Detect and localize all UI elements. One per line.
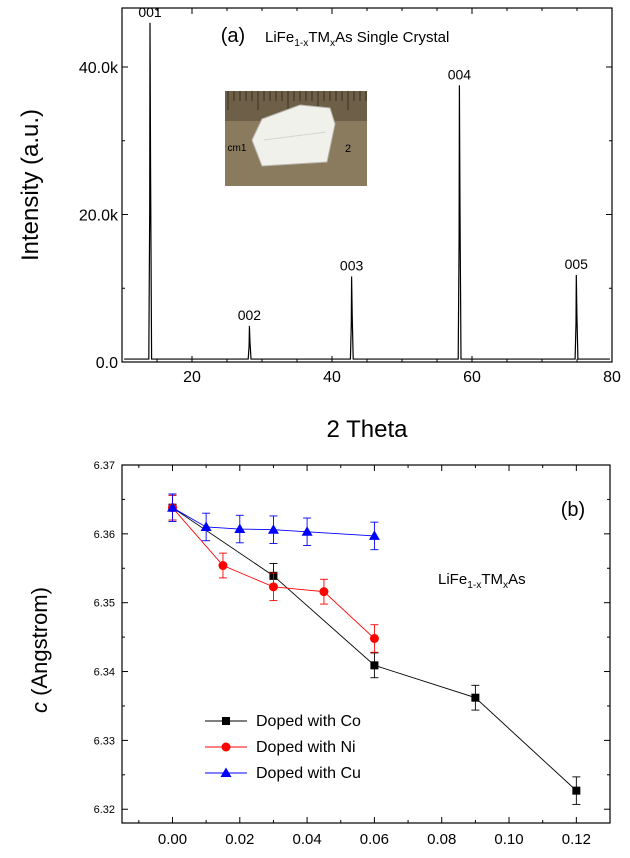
legend-label: Doped with Ni [256, 739, 356, 756]
b-y-tick-label: 6.37 [94, 460, 115, 472]
b-y-axis-label-symbol: c [27, 702, 52, 713]
chart-a-title-part: LiFe [265, 29, 294, 46]
data-point [267, 524, 279, 534]
legend-label: Doped with Cu [256, 765, 361, 782]
b-x-tick-label: 0.08 [427, 831, 456, 848]
data-point [166, 502, 178, 512]
b-y-axis-label-unit: (Angstrom) [27, 587, 52, 702]
legend: Doped with Co Doped with Ni Doped with Cu [205, 713, 361, 782]
chart-a-title-part: x [330, 38, 335, 49]
inset-crystal [251, 104, 336, 167]
data-point [572, 786, 581, 795]
data-point [368, 530, 380, 540]
peak-label: 002 [238, 307, 262, 323]
b-y-tick-label: 6.33 [94, 735, 115, 747]
chart-a-title: LiFe1-xTMxAs Single Crystal [265, 29, 449, 49]
chart-a-title-part: 1-x [294, 38, 308, 49]
legend-label: Doped with Co [256, 713, 361, 730]
chart-b-annotation-part: As [508, 571, 526, 588]
b-y-tick-label: 6.35 [94, 598, 115, 610]
data-point [471, 693, 480, 702]
b-x-tick-label: 0.00 [158, 831, 187, 848]
data-point [218, 561, 228, 571]
inset-photo: cm1 2 [225, 91, 367, 186]
chart-a-title-part: TM [308, 29, 330, 46]
data-point [301, 526, 313, 536]
y-axis-label: Intensity (a.u.) [17, 109, 44, 261]
b-x-tick-label: 0.02 [225, 831, 254, 848]
chart-b-annotation-part: 1-x [467, 580, 481, 591]
peak-label: 004 [448, 66, 472, 82]
x-tick-label: 40 [323, 369, 341, 386]
inset-label-2: 2 [345, 143, 351, 155]
y-tick-label: 40.0k [79, 60, 119, 77]
b-x-tick-label: 0.04 [293, 831, 322, 848]
y-tick-label: 0.0 [96, 355, 118, 372]
x-tick-label: 60 [463, 369, 481, 386]
data-point [370, 661, 379, 670]
b-y-axis-label: c (Angstrom) [27, 587, 52, 713]
legend-marker [222, 717, 230, 725]
data-point [268, 582, 278, 592]
b-x-tick-label: 0.12 [562, 831, 591, 848]
x-tick-label: 20 [183, 369, 201, 386]
y-tick-label: 20.0k [79, 208, 119, 225]
inset-label-cm: cm1 [228, 143, 247, 154]
legend-marker [221, 742, 231, 752]
data-point [319, 587, 329, 597]
chart-b-annotation: LiFe1-xTMxAs [438, 571, 526, 591]
chart-a-title-part: As Single Crystal [335, 29, 449, 46]
b-x-tick-label: 0.10 [494, 831, 523, 848]
b-y-tick-label: 6.36 [94, 529, 115, 541]
x-axis-label: 2 Theta [327, 416, 409, 443]
panel-label-a: (a) [221, 25, 245, 47]
peak-label: 003 [340, 257, 364, 273]
b-x-tick-label: 0.06 [360, 831, 389, 848]
panel-label-b: (b) [561, 499, 585, 521]
b-y-tick-label: 6.34 [94, 667, 115, 679]
chart-b-annotation-part: TM [481, 571, 503, 588]
inset-crystal-edge [263, 131, 327, 141]
data-point [200, 521, 212, 531]
peak-label: 001 [138, 4, 162, 20]
data-point [234, 523, 246, 534]
chart-b-annotation-part: LiFe [438, 571, 467, 588]
peak-label: 005 [565, 256, 589, 272]
legend-marker [220, 767, 232, 777]
chart-b-annotation-part: x [503, 580, 508, 591]
xrd-spectrum-line [124, 22, 610, 360]
b-y-tick-label: 6.32 [94, 804, 115, 816]
x-tick-label: 80 [603, 369, 621, 386]
data-point [369, 633, 379, 643]
plot-b-frame [121, 464, 611, 824]
series-line-2 [172, 507, 375, 537]
